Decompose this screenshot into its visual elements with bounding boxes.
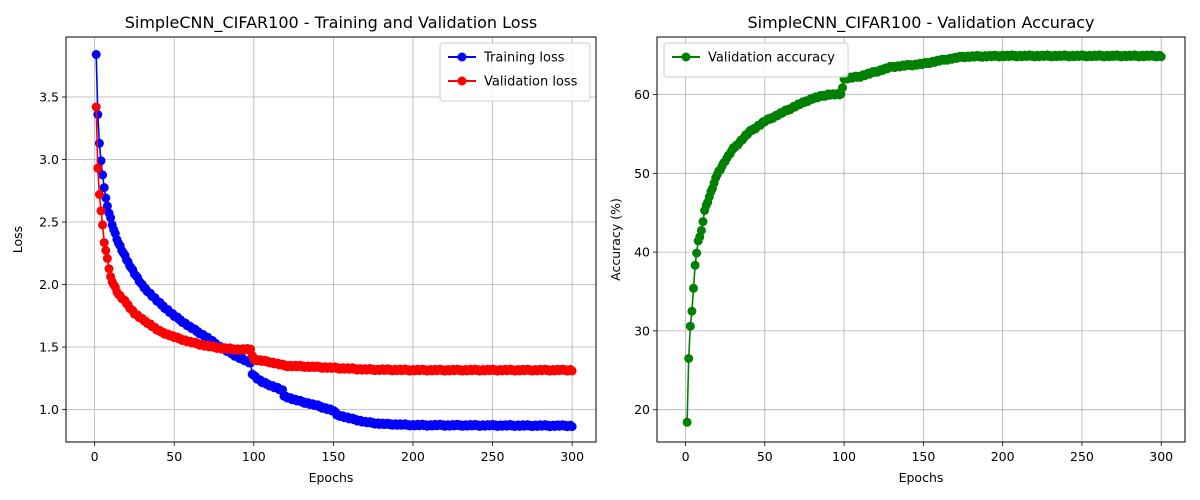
x-tick-label: 50 [757,449,773,464]
validation-accuracy-point [698,217,708,227]
validation-accuracy-point [682,417,692,427]
accuracy-legend: Validation accuracy [663,42,849,78]
y-tick-label: 2.0 [39,277,59,292]
y-tick-label: 20 [634,402,650,417]
x-tick-label: 0 [91,449,99,464]
legend-item-training-loss: Training loss [448,51,565,66]
validation-loss-legend-label: Validation loss [484,75,578,90]
validation-accuracy-point [689,283,698,293]
training-loss-legend-label: Training loss [483,51,565,66]
validation-loss-point [96,206,106,216]
validation-loss-point [101,246,111,255]
accuracy-plot-frame [656,36,1186,443]
x-tick-label: 300 [1149,449,1173,464]
loss-y-axis-label: Loss [10,226,25,253]
y-tick-label: 30 [634,323,650,338]
legend-item-validation-loss: Validation loss [448,75,578,90]
validation-accuracy-legend-label: Validation accuracy [708,51,835,66]
validation-loss-point [99,238,109,248]
validation-accuracy-line [686,53,1162,423]
x-tick-label: 150 [321,449,345,464]
x-tick-label: 250 [481,449,505,464]
y-tick-label: 2.5 [39,215,59,230]
training-loss-point [106,213,116,223]
accuracy-y-axis-label: Accuracy (%) [608,198,623,281]
training-loss-point [98,170,108,180]
validation-accuracy-point [687,306,697,316]
training-loss-legend-marker [457,52,467,62]
validation-accuracy-point [692,248,702,258]
legend-item-validation-accuracy: Validation accuracy [672,51,835,66]
validation-loss-point [94,190,104,199]
loss-series [91,50,577,432]
accuracy-x-ticks: 0 50 100 150 200 250 300 [682,442,1173,464]
x-tick-label: 300 [560,449,584,464]
x-tick-label: 0 [682,449,690,464]
y-tick-label: 60 [634,87,650,102]
validation-loss-point [567,366,577,376]
loss-plot-frame [65,36,597,443]
accuracy-chart: 0 50 100 150 200 250 300 20 30 40 50 60 SimpleCNN_… [608,13,1186,485]
x-tick-label: 150 [911,449,935,464]
training-loss-point [93,110,103,119]
training-loss-point [102,201,112,211]
validation-accuracy-legend-marker [681,52,691,62]
accuracy-chart-title: SimpleCNN_CIFAR100 - Validation Accuracy [747,13,1094,33]
x-tick-label: 200 [401,449,425,464]
validation-accuracy-point [1156,52,1166,62]
loss-x-ticks: 0 50 100 150 200 250 300 [91,442,584,464]
y-tick-label: 1.0 [39,402,59,417]
loss-chart-title: SimpleCNN_CIFAR100 - Training and Valida… [125,13,538,33]
y-tick-label: 50 [634,166,650,181]
y-tick-label: 3.5 [39,90,59,105]
validation-loss-point [93,163,103,173]
x-tick-label: 200 [991,449,1015,464]
loss-y-ticks: 1.0 1.5 2.0 2.5 3.0 3.5 [39,90,66,417]
accuracy-x-axis-label: Epochs [899,470,944,485]
validation-loss-point [98,220,108,230]
loss-x-axis-label: Epochs [309,470,354,485]
training-loss-point [567,422,577,432]
accuracy-series [682,50,1166,427]
training-loss-point [94,138,104,148]
validation-loss-point [91,102,101,112]
x-tick-label: 250 [1070,449,1094,464]
training-loss-point [96,156,106,166]
validation-accuracy-point [696,225,706,235]
loss-chart: 0 50 100 150 200 250 300 1.0 1.5 2.0 2.5 3.0 3.5 Si… [10,13,597,485]
training-loss-point [99,183,109,193]
x-tick-label: 100 [242,449,266,464]
validation-accuracy-point [838,83,847,93]
validation-loss-legend-marker [457,76,467,86]
loss-legend-box [439,42,591,102]
accuracy-grid [657,37,1185,442]
y-tick-label: 1.5 [39,340,59,355]
accuracy-y-ticks: 20 30 40 50 60 [634,87,657,417]
y-tick-label: 3.0 [39,152,59,167]
validation-accuracy-point [684,354,694,363]
validation-loss-point [102,254,112,263]
validation-accuracy-point [690,260,700,270]
validation-accuracy-point [685,321,695,331]
x-tick-label: 50 [166,449,182,464]
y-tick-label: 40 [634,245,650,260]
loss-legend: Training loss Validation loss [439,42,591,102]
training-loss-point [91,50,101,59]
accuracy-legend-box [663,42,849,78]
validation-loss-point [104,264,114,274]
x-tick-label: 100 [832,449,856,464]
